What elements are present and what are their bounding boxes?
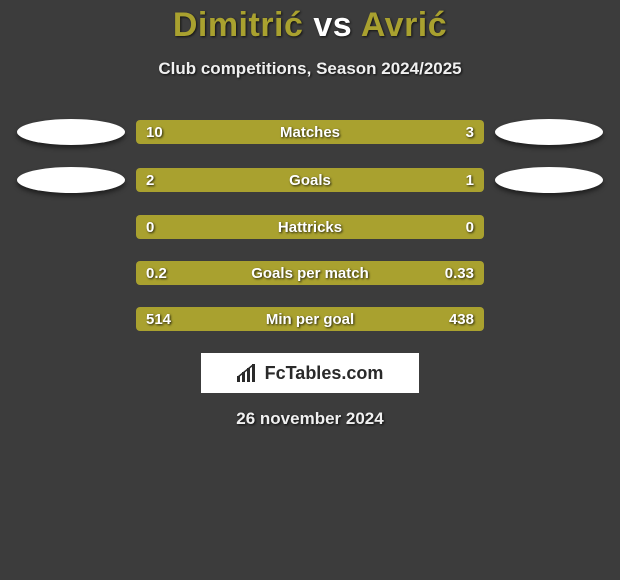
right-value: 3 xyxy=(466,120,474,144)
stat-row: 10 Matches 3 xyxy=(0,119,620,145)
right-disc-icon xyxy=(495,167,603,193)
stat-label: Goals per match xyxy=(251,261,369,285)
comparison-widget: Dimitrić vs Avrić Club competitions, Sea… xyxy=(0,0,620,429)
stat-label: Matches xyxy=(280,120,340,144)
stat-row: 514 Min per goal 438 xyxy=(0,307,620,331)
vs-separator: vs xyxy=(313,6,352,44)
stat-bar: 0 Hattricks 0 xyxy=(136,215,484,239)
bar-left-segment xyxy=(136,120,394,144)
stat-bar: 10 Matches 3 xyxy=(136,120,484,144)
stat-row: 0.2 Goals per match 0.33 xyxy=(0,261,620,285)
stat-label: Goals xyxy=(289,168,331,192)
left-value: 10 xyxy=(146,120,163,144)
right-value: 1 xyxy=(466,168,474,192)
left-disc-icon xyxy=(17,119,125,145)
left-indicator-col xyxy=(6,167,136,193)
stat-bar: 0.2 Goals per match 0.33 xyxy=(136,261,484,285)
right-indicator-col xyxy=(484,167,614,193)
left-value: 0.2 xyxy=(146,261,167,285)
subtitle: Club competitions, Season 2024/2025 xyxy=(0,59,620,79)
stat-rows: 10Matches32Goals10Hattricks00.2Goals per… xyxy=(0,119,620,331)
stat-row: 0 Hattricks 0 xyxy=(0,215,620,239)
stat-bar: 2 Goals 1 xyxy=(136,168,484,192)
left-value: 514 xyxy=(146,307,171,331)
right-value: 438 xyxy=(449,307,474,331)
stat-bar: 514 Min per goal 438 xyxy=(136,307,484,331)
stat-row: 2 Goals 1 xyxy=(0,167,620,193)
date-label: 26 november 2024 xyxy=(0,409,620,429)
chart-icon xyxy=(237,364,259,382)
player1-name: Dimitrić xyxy=(173,6,304,44)
bar-right-segment xyxy=(345,168,484,192)
right-value: 0 xyxy=(466,215,474,239)
page-title: Dimitrić vs Avrić xyxy=(0,6,620,45)
source-badge[interactable]: FcTables.com xyxy=(201,353,419,393)
left-disc-icon xyxy=(17,167,125,193)
right-indicator-col xyxy=(484,119,614,145)
left-value: 2 xyxy=(146,168,154,192)
left-value: 0 xyxy=(146,215,154,239)
stat-label: Min per goal xyxy=(266,307,354,331)
player2-name: Avrić xyxy=(361,6,447,44)
right-value: 0.33 xyxy=(445,261,474,285)
right-disc-icon xyxy=(495,119,603,145)
left-indicator-col xyxy=(6,119,136,145)
stat-label: Hattricks xyxy=(278,215,342,239)
source-label: FcTables.com xyxy=(265,363,384,384)
